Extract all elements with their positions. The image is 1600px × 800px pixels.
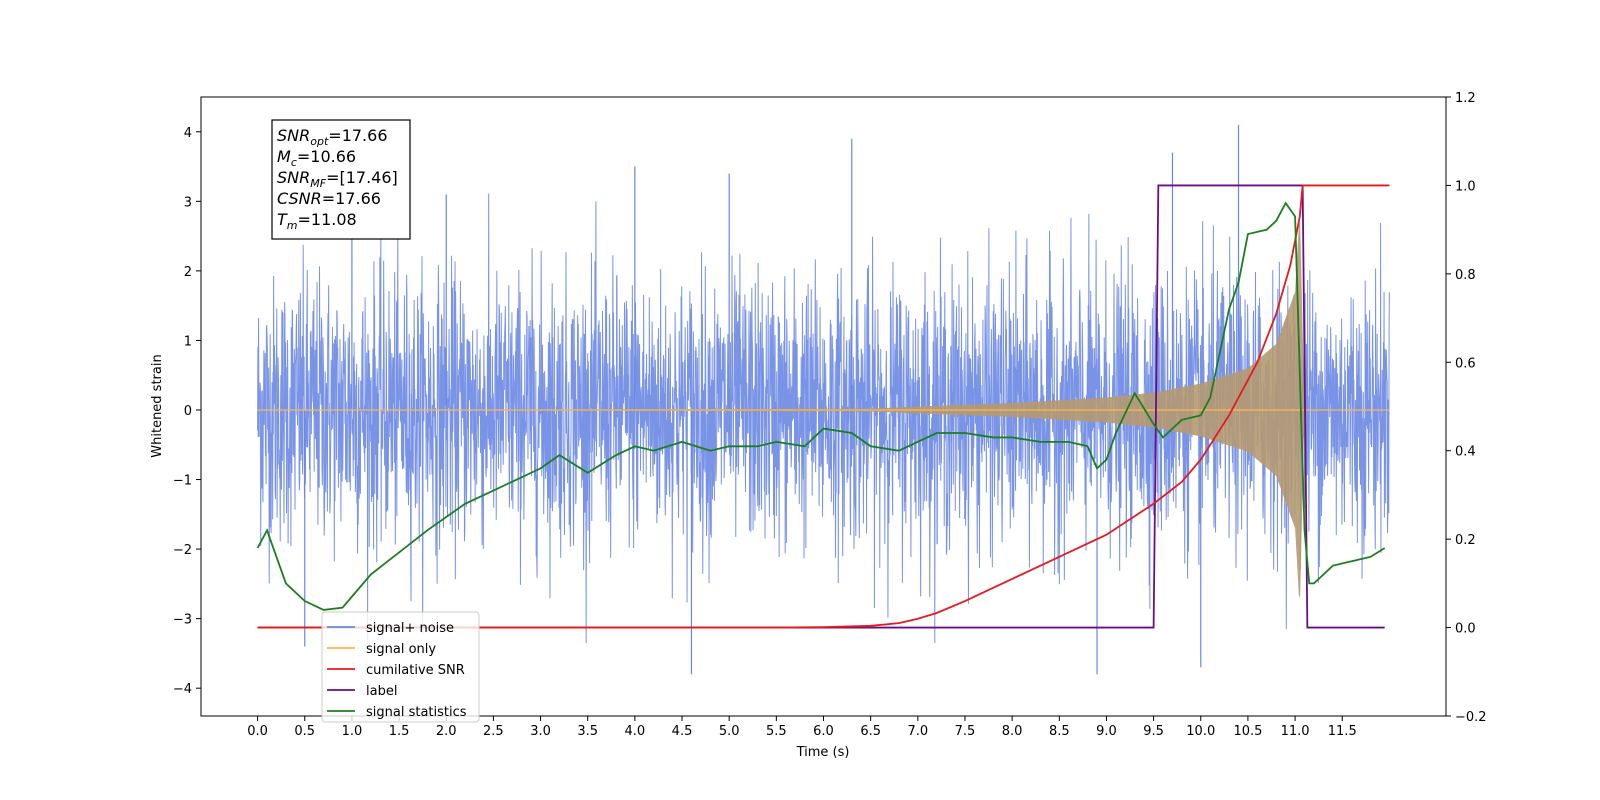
y-left-tick-label: 4 [184, 126, 192, 141]
x-tick-label: 6.5 [860, 724, 881, 739]
annotation-box: SNRopt=17.66Mc=10.66SNRMF=[17.46]CSNR=17… [271, 119, 411, 240]
y-left-tick-label: 2 [184, 265, 192, 280]
y-right-tick-label: 0.8 [1455, 268, 1476, 283]
series-label [257, 184, 1385, 629]
legend-label: signal+ noise [366, 621, 454, 636]
x-tick-label: 11.0 [1281, 724, 1310, 739]
x-tick-label: 11.5 [1328, 724, 1357, 739]
y-right-tick-label: 0.2 [1455, 533, 1476, 548]
y-left-tick-label: −1 [173, 474, 192, 489]
y-left-tick-label: −4 [173, 682, 192, 697]
y-right-tick-label: 1.2 [1455, 91, 1476, 106]
legend: signal+ noise signal only cumilative SNR la… [321, 611, 480, 723]
x-tick-label: 8.0 [1002, 724, 1023, 739]
x-tick-label: 9.5 [1143, 724, 1164, 739]
x-tick-label: 2.0 [436, 724, 457, 739]
x-tick-label: 7.5 [955, 724, 976, 739]
y-right-tick-label: −0.2 [1455, 710, 1487, 725]
annotation-line: SNRopt=17.66 [277, 126, 388, 148]
x-tick-label: 0.0 [247, 724, 268, 739]
x-tick-label: 5.0 [719, 724, 740, 739]
x-tick-label: 1.0 [342, 724, 363, 739]
annotation-line: CSNR=17.66 [277, 189, 381, 208]
y-left-tick-label: 3 [184, 195, 192, 210]
series-signal-statistics [256, 201, 1386, 611]
x-tick-label: 10.5 [1233, 724, 1262, 739]
x-tick-label: 4.5 [672, 724, 693, 739]
x-tick-label: 5.5 [766, 724, 787, 739]
y-right-tick-label: 1.0 [1455, 179, 1476, 194]
annotation-line: Mc=10.66 [277, 147, 356, 169]
legend-label: cumilative SNR [366, 663, 465, 678]
y-right-tick-label: 0.0 [1455, 622, 1476, 637]
annotation-line: Tm=11.08 [277, 210, 357, 232]
x-tick-label: 9.0 [1096, 724, 1117, 739]
plot-series-layer [256, 124, 1390, 675]
x-tick-label: 6.0 [813, 724, 834, 739]
annotation-frame [271, 119, 411, 240]
legend-label: signal statistics [366, 705, 467, 720]
x-tick-label: 2.5 [483, 724, 504, 739]
annotation-line: SNRMF=[17.46] [277, 168, 398, 190]
x-tick-label: 10.0 [1186, 724, 1215, 739]
y-left-tick-label: 1 [184, 334, 192, 349]
y-right-tick-label: 0.4 [1455, 445, 1476, 460]
x-tick-label: 4.0 [625, 724, 646, 739]
y-left-tick-label: 0 [184, 404, 192, 419]
x-tick-label: 8.5 [1049, 724, 1070, 739]
x-tick-label: 3.5 [577, 724, 598, 739]
x-tick-label: 3.0 [530, 724, 551, 739]
axes-layer: 0.0 0.5 1.0 1.5 2.0 2.5 3.0 3.5 4.0 4.5 5.0 5.5 6.0 6… [173, 91, 1487, 739]
legend-label: signal only [366, 642, 436, 657]
x-tick-label: 0.5 [294, 724, 315, 739]
x-axis-label: Time (s) [796, 745, 850, 760]
legend-label: label [366, 684, 397, 699]
x-tick-label: 7.0 [907, 724, 928, 739]
legend-frame [321, 611, 480, 723]
series-cumilative-snr [257, 184, 1390, 629]
y-axis-label: Whitened strain [150, 354, 165, 457]
y-left-tick-label: −3 [173, 613, 192, 628]
x-tick-label: 1.5 [389, 724, 410, 739]
y-right-tick-label: 0.6 [1455, 356, 1476, 371]
y-left-tick-label: −2 [173, 543, 192, 558]
